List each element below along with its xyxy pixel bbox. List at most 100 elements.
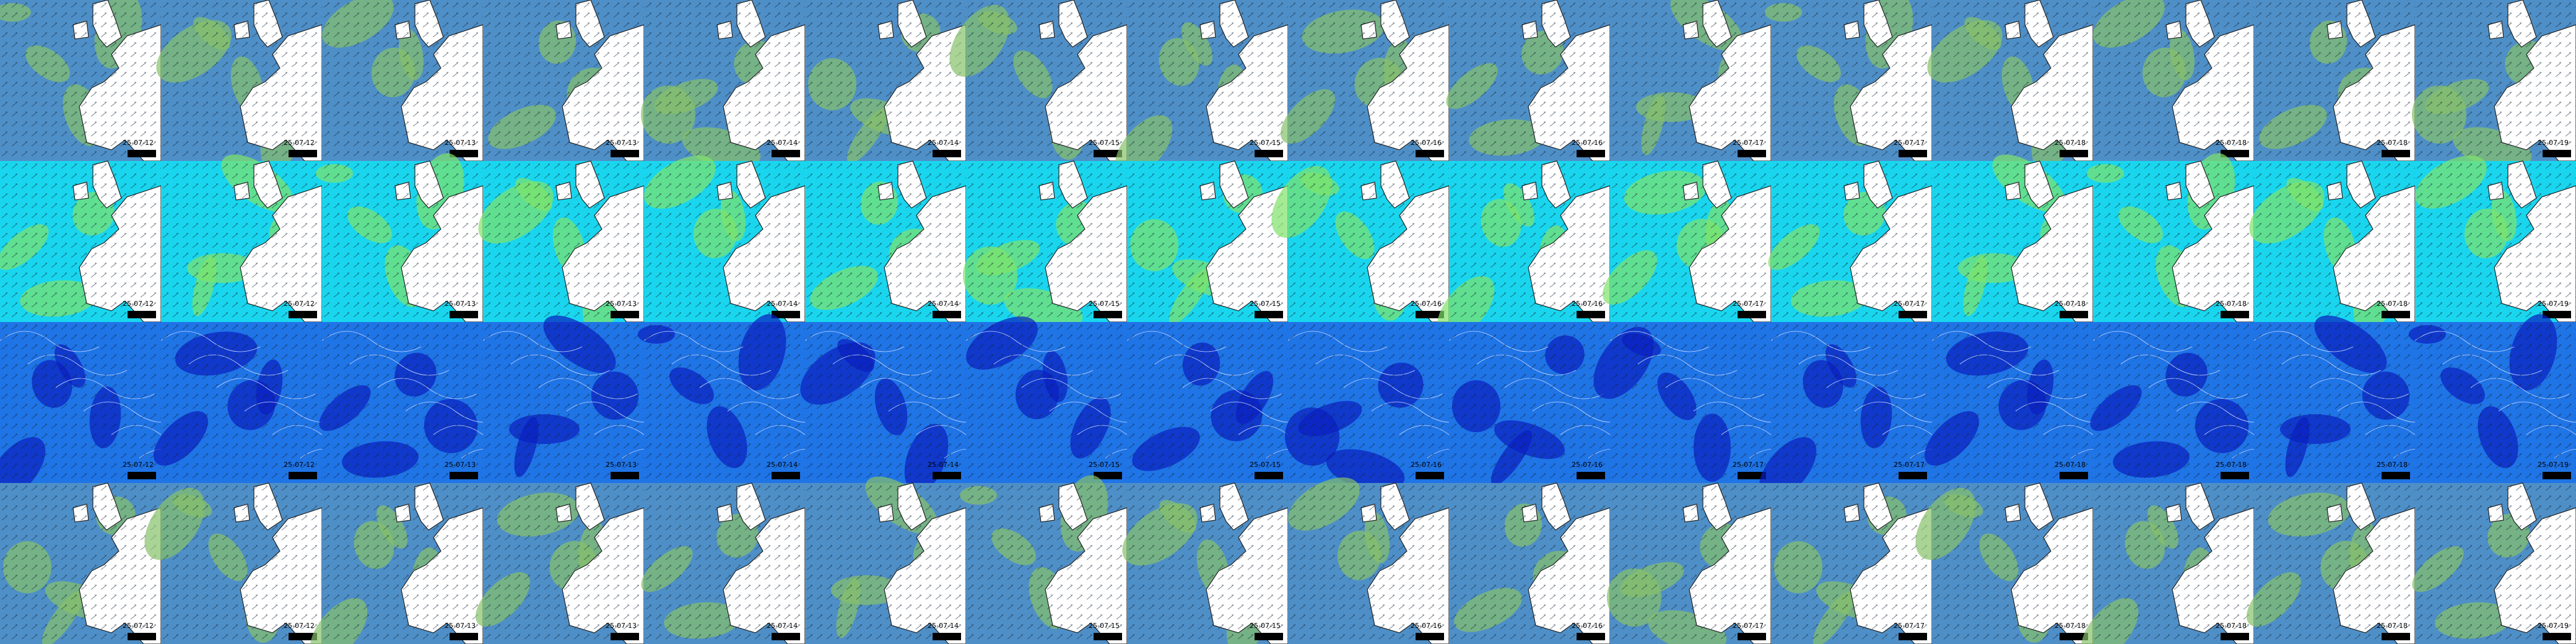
label-box bbox=[2543, 150, 2571, 157]
label-box bbox=[1416, 311, 1444, 318]
date-label: 25-07-16 bbox=[1572, 139, 1603, 147]
wind-arrows bbox=[0, 322, 161, 483]
map-tile: 25-07-13 bbox=[483, 0, 645, 162]
label-box bbox=[933, 633, 961, 640]
map-tile: 25-07-13 bbox=[482, 315, 722, 483]
label-box bbox=[128, 311, 156, 318]
date-label: 25-07-18 bbox=[2216, 300, 2247, 308]
label-box bbox=[1738, 472, 1766, 479]
date-label: 25-07-17 bbox=[1894, 461, 1925, 469]
date-label: 25-07-18 bbox=[2055, 622, 2086, 630]
wind-arrows bbox=[1127, 0, 1288, 161]
wind-arrows bbox=[1288, 161, 1449, 322]
map-tile: 25-07-17 bbox=[1593, 322, 1849, 483]
label-box bbox=[2543, 311, 2571, 318]
label-box bbox=[611, 311, 639, 318]
label-box bbox=[2382, 633, 2410, 640]
label-box bbox=[1738, 311, 1766, 318]
map-tile: 25-07-12 bbox=[0, 482, 162, 644]
map-tile: 25-07-12 bbox=[144, 482, 323, 644]
label-box bbox=[450, 150, 478, 157]
label-box bbox=[128, 472, 156, 479]
map-tile: 25-07-19 bbox=[2412, 482, 2576, 644]
map-tile: 25-07-17 bbox=[1765, 0, 1933, 162]
map-tile: 25-07-18 bbox=[1925, 322, 2171, 483]
map-tile: 25-07-15 bbox=[949, 0, 1128, 162]
label-box bbox=[611, 472, 639, 479]
label-box bbox=[1255, 311, 1283, 318]
date-label: 25-07-18 bbox=[2377, 622, 2408, 630]
wind-arrows bbox=[2254, 161, 2415, 322]
label-box bbox=[772, 311, 800, 318]
label-box bbox=[2221, 633, 2249, 640]
date-label: 25-07-17 bbox=[1733, 300, 1764, 308]
date-label: 25-07-16 bbox=[1411, 300, 1442, 308]
label-box bbox=[1899, 633, 1927, 640]
date-label: 25-07-18 bbox=[2377, 139, 2408, 147]
label-box bbox=[2543, 472, 2571, 479]
date-label: 25-07-13 bbox=[606, 300, 637, 308]
label-box bbox=[1577, 311, 1605, 318]
date-label: 25-07-12 bbox=[123, 461, 154, 469]
wind-arrows bbox=[644, 161, 805, 322]
map-tile: 25-07-15 bbox=[960, 475, 1128, 644]
map-tile: 25-07-17 bbox=[1610, 0, 1772, 162]
map-tile: 25-07-17 bbox=[1759, 322, 2010, 501]
label-box bbox=[1899, 150, 1927, 157]
date-label: 25-07-13 bbox=[445, 139, 476, 147]
map-tile: 25-07-18 bbox=[2087, 153, 2255, 323]
map-tile: 25-07-18 bbox=[2093, 0, 2255, 162]
label-box bbox=[772, 150, 800, 157]
map-tile: 25-07-18 bbox=[2081, 482, 2255, 644]
wind-arrows bbox=[2415, 161, 2576, 322]
label-box bbox=[2060, 633, 2088, 640]
date-label: 25-07-19 bbox=[2538, 622, 2569, 630]
date-label: 25-07-15 bbox=[1250, 139, 1281, 147]
label-box bbox=[1416, 633, 1444, 640]
date-label: 25-07-17 bbox=[1894, 300, 1925, 308]
label-box bbox=[128, 633, 156, 640]
wind-arrows bbox=[322, 161, 483, 322]
date-label: 25-07-18 bbox=[2055, 461, 2086, 469]
date-label: 25-07-12 bbox=[284, 300, 315, 308]
date-label: 25-07-18 bbox=[2055, 300, 2086, 308]
map-tile: 25-07-15 bbox=[1115, 0, 1289, 179]
label-box bbox=[289, 633, 317, 640]
map-tile: 25-07-17 bbox=[1768, 160, 1933, 323]
wind-arrows bbox=[0, 161, 161, 322]
map-tile: 25-07-13 bbox=[322, 0, 484, 162]
wind-arrows bbox=[966, 0, 1127, 161]
wind-arrows bbox=[2093, 0, 2254, 161]
date-label: 25-07-18 bbox=[2377, 461, 2408, 469]
label-box bbox=[2060, 472, 2088, 479]
date-label: 25-07-14 bbox=[928, 139, 959, 147]
map-tile: 25-07-15 bbox=[962, 160, 1128, 330]
label-box bbox=[1416, 150, 1444, 157]
map-tile: 25-07-12 bbox=[0, 322, 239, 501]
wind-arrows bbox=[805, 161, 966, 322]
map-tile: 25-07-18 bbox=[1927, 0, 2094, 171]
wind-arrows bbox=[644, 483, 805, 644]
date-label: 25-07-13 bbox=[445, 300, 476, 308]
map-tile: 25-07-13 bbox=[310, 482, 484, 644]
map-tile: 25-07-12 bbox=[154, 322, 400, 483]
map-tile: 25-07-15 bbox=[1126, 322, 1366, 483]
label-box bbox=[2221, 311, 2249, 318]
wind-arrows bbox=[966, 483, 1127, 644]
map-tile: 25-07-19 bbox=[2409, 314, 2576, 483]
wind-arrows bbox=[1610, 0, 1771, 161]
map-tile: 25-07-13 bbox=[476, 482, 645, 644]
map-tile: 25-07-17 bbox=[1603, 160, 1772, 323]
date-label: 25-07-14 bbox=[767, 622, 798, 630]
date-label: 25-07-17 bbox=[1894, 139, 1925, 147]
map-tile: 25-07-15 bbox=[965, 316, 1205, 483]
wind-arrows bbox=[644, 322, 805, 483]
date-label: 25-07-14 bbox=[928, 461, 959, 469]
map-tile: 25-07-16 bbox=[1437, 160, 1611, 340]
map-tile: 25-07-17 bbox=[1606, 482, 1772, 644]
wind-arrows bbox=[1449, 0, 1610, 161]
date-label: 25-07-14 bbox=[767, 139, 798, 147]
map-tile: 25-07-14 bbox=[638, 314, 883, 483]
map-tile: 25-07-12 bbox=[161, 154, 323, 323]
